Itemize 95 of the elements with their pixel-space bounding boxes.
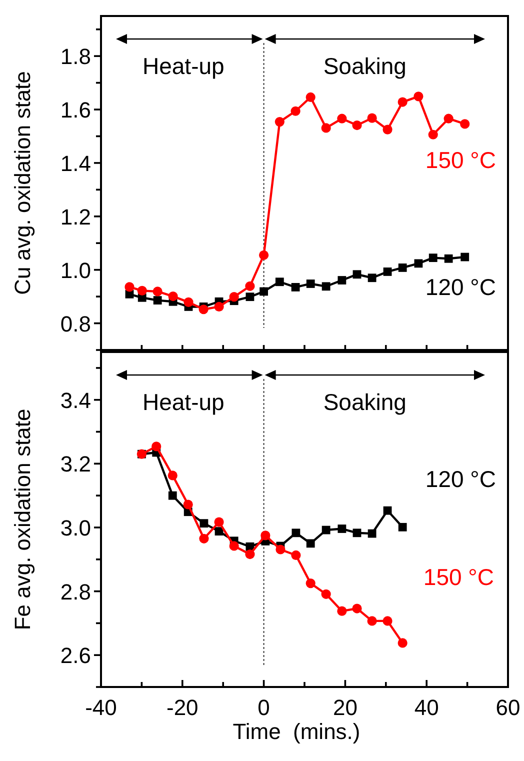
point [291, 550, 301, 560]
point [460, 252, 470, 262]
point [383, 268, 392, 276]
point [352, 604, 362, 614]
series-label: 120 °C [425, 274, 496, 300]
point [168, 491, 177, 500]
point [291, 283, 300, 292]
point [414, 92, 424, 102]
annotation: Soaking [323, 389, 406, 415]
point [260, 530, 270, 540]
point [124, 282, 134, 292]
x-axis-title: Time (mins.) [232, 719, 360, 744]
point [367, 616, 377, 626]
point [306, 280, 315, 288]
point [198, 304, 208, 314]
point [229, 541, 239, 551]
point [152, 286, 162, 296]
point [444, 254, 453, 263]
point [214, 517, 224, 527]
point [352, 270, 362, 279]
point [337, 606, 347, 616]
point [338, 276, 346, 284]
y-tick-label: 3.4 [60, 388, 91, 413]
x-tick-label: 60 [496, 695, 520, 720]
y-axis-title: Cu avg. oxidation state [10, 71, 35, 295]
point [214, 302, 224, 312]
x-tick-label: 40 [414, 695, 439, 720]
point [306, 578, 316, 588]
point [246, 292, 254, 302]
point [259, 250, 269, 260]
point [276, 544, 286, 554]
point [382, 616, 392, 626]
point [398, 522, 407, 532]
y-axis-title: Fe avg. oxidation state [10, 408, 35, 630]
point [383, 506, 392, 515]
y-tick-label: 1.4 [60, 150, 91, 176]
point [245, 549, 255, 560]
point [168, 470, 178, 480]
point [382, 124, 392, 134]
point [274, 117, 284, 127]
x-tick-label: 0 [258, 695, 270, 720]
point [398, 97, 408, 107]
point [414, 259, 423, 268]
y-tick-label: 1.2 [60, 204, 91, 230]
annotation: Soaking [323, 53, 406, 79]
point [290, 106, 300, 116]
point [367, 113, 377, 123]
point [200, 519, 208, 528]
point [368, 274, 376, 282]
series-label: 150 °C [425, 146, 496, 173]
text: 1.0 [60, 258, 91, 283]
text: 3.0 [60, 515, 91, 540]
x-tick-label: 20 [332, 695, 358, 720]
point [338, 524, 346, 533]
point [368, 529, 376, 538]
y-tick-label: 1.6 [60, 98, 91, 123]
point [152, 442, 162, 452]
annotation: Heat-up [142, 389, 224, 415]
y-tick-label: 3.2 [60, 452, 91, 477]
series-label: 150 °C [423, 564, 494, 590]
point [428, 254, 438, 262]
point [245, 281, 255, 291]
point [183, 500, 193, 510]
point [398, 264, 407, 272]
point [306, 539, 315, 548]
point [292, 528, 300, 538]
y-tick-label: 2.8 [60, 579, 91, 604]
point [275, 278, 284, 286]
point [444, 114, 454, 124]
point [337, 114, 347, 124]
point [199, 534, 209, 544]
point [214, 527, 224, 536]
annotation: Heat-up [142, 53, 224, 79]
point [153, 296, 162, 304]
point [168, 291, 178, 302]
series-label: 120 °C [425, 466, 496, 492]
point [137, 286, 147, 296]
point [352, 120, 362, 130]
x-tick-label: -40 [85, 695, 117, 720]
point [398, 638, 408, 648]
y-tick-label: 0.8 [60, 311, 91, 336]
point [352, 528, 362, 538]
point [322, 526, 330, 534]
point [260, 287, 268, 296]
point [306, 92, 316, 102]
point [321, 123, 331, 133]
x-tick-label: -20 [166, 695, 198, 720]
point [460, 119, 470, 129]
y-tick-label: 1.8 [60, 44, 91, 70]
point [229, 292, 239, 302]
point [184, 297, 194, 307]
point [321, 589, 331, 599]
point [322, 282, 330, 291]
y-tick-label: 2.6 [60, 643, 91, 668]
point [428, 130, 438, 140]
